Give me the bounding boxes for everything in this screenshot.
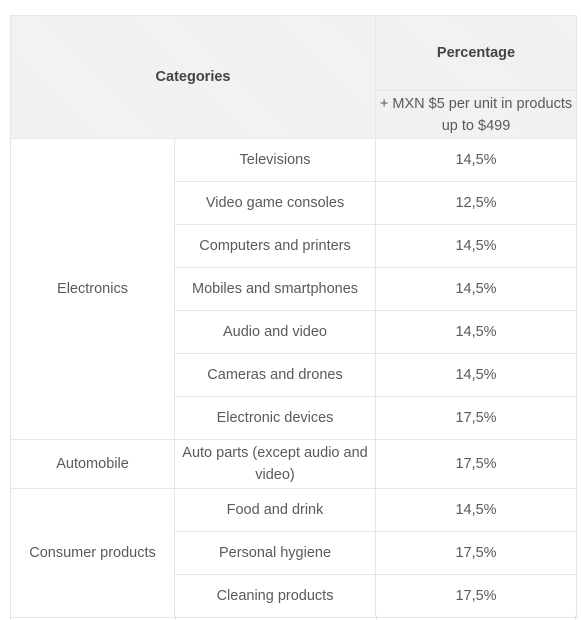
percentage-cell: 17,5% (375, 396, 578, 440)
fee-table-container: Categories Percentage + MXN $5 per unit … (9, 15, 578, 618)
percentage-cell: 14,5% (375, 488, 578, 532)
table-row: Video game consoles 12,5% (11, 181, 578, 225)
table-row: Cameras and drones 14,5% (11, 353, 578, 397)
subcategory-cell: Food and drink (173, 488, 377, 532)
table-row: Computers and printers 14,5% (11, 224, 578, 268)
table-row: Automobile Auto parts (except audio and … (10, 439, 578, 489)
fee-table: Categories Percentage + MXN $5 per unit … (9, 15, 578, 618)
percentage-cell: 14,5% (375, 310, 578, 354)
category-cell-electronics: Electronics (10, 138, 175, 440)
table-row: Mobiles and smartphones 14,5% (11, 267, 578, 311)
percentage-note-header: + MXN $5 per unit in products up to $499 (375, 90, 578, 139)
subcategory-cell: Televisions (173, 138, 377, 182)
percentage-cell: 14,5% (375, 138, 578, 182)
subcategory-cell: Computers and printers (173, 224, 377, 268)
subcategory-cell: Video game consoles (173, 181, 377, 225)
percentage-cell: 17,5% (375, 531, 578, 575)
categories-header: Categories (9, 15, 377, 139)
subcategory-cell: Mobiles and smartphones (173, 267, 377, 311)
subcategory-cell: Cameras and drones (173, 353, 377, 397)
percentage-cell: 14,5% (375, 267, 578, 311)
percentage-cell: 12,5% (375, 181, 578, 225)
subcategory-cell: Electronic devices (173, 396, 377, 440)
percentage-cell: 17,5% (375, 439, 578, 489)
table-row: Cleaning products 17,5% (11, 574, 578, 618)
category-cell-consumer-products: Consumer products (10, 488, 175, 618)
subcategory-cell: Cleaning products (173, 574, 377, 618)
table-row: Electronic devices 17,5% (11, 396, 578, 440)
table-row: Audio and video 14,5% (11, 310, 578, 354)
percentage-cell: 14,5% (375, 353, 578, 397)
column-divider (175, 615, 176, 620)
percentage-header: Percentage (375, 15, 578, 91)
table-row: Consumer products Food and drink 14,5% (10, 488, 578, 618)
table-row: Electronics Televisions 14,5% (10, 138, 578, 440)
percentage-cell: 14,5% (375, 224, 578, 268)
subcategory-cell: Auto parts (except audio and video) (173, 439, 377, 489)
subcategory-cell: Personal hygiene (173, 531, 377, 575)
column-divider (376, 615, 377, 620)
percentage-cell: 17,5% (375, 574, 578, 618)
category-cell-automobile: Automobile (10, 439, 175, 489)
table-continuation (10, 615, 576, 620)
subcategory-cell: Audio and video (173, 310, 377, 354)
table-row: Personal hygiene 17,5% (11, 531, 578, 575)
